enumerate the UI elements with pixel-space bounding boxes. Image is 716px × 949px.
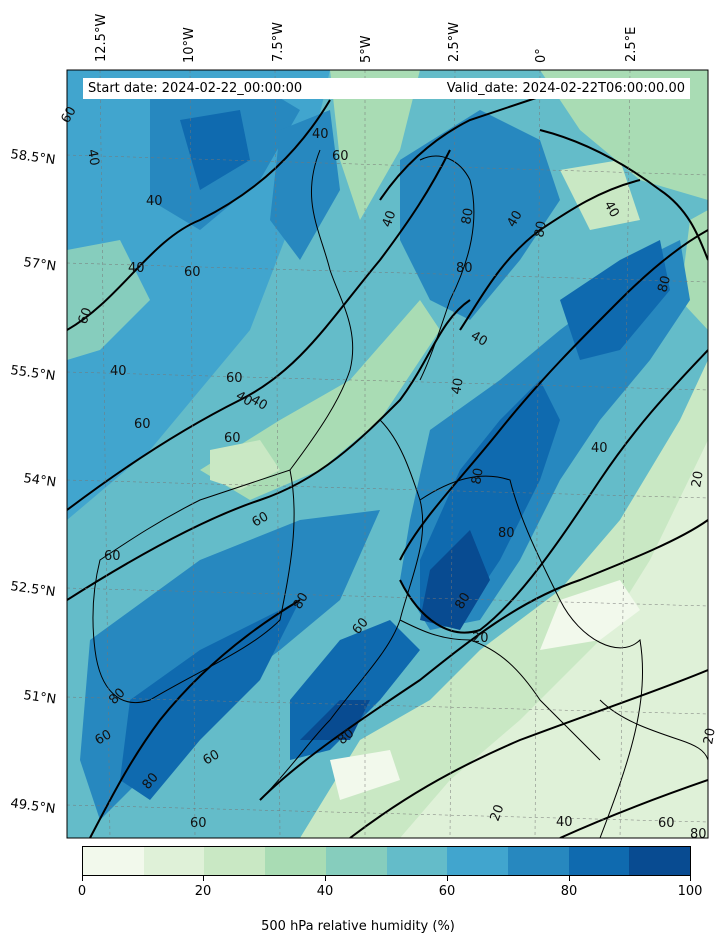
date-header: Start date: 2024-02-22_00:00:00 Valid_da…	[83, 78, 690, 99]
lon-labels: 12.5°W 10°W 7.5°W 5°W 2.5°W 0° 2.5°E	[94, 14, 639, 63]
contour-label: 60	[134, 417, 151, 432]
lat-label: 54°N	[22, 471, 57, 490]
contour-label: 60	[658, 816, 675, 831]
lon-label: 12.5°W	[94, 14, 109, 62]
lat-label: 55.5°N	[9, 363, 56, 384]
colorbar-bin	[265, 847, 326, 875]
contour-label: 60	[250, 509, 272, 530]
lon-label: 7.5°W	[271, 22, 286, 62]
contour-label: 40	[556, 815, 573, 830]
contour-label: 60	[58, 104, 79, 126]
lat-label: 52.5°N	[9, 579, 56, 600]
contour-label: 80	[498, 526, 515, 541]
colorbar-title: 500 hPa relative humidity (%)	[261, 919, 455, 934]
colorbar-bin	[386, 847, 448, 875]
contour-label: 60	[226, 371, 243, 386]
contour-label: 60	[93, 727, 115, 748]
contour-label: 40	[110, 364, 127, 379]
contour-label: 60	[332, 149, 349, 164]
valid-date-text: Valid_date: 2024-02-22T06:00:00.00	[446, 81, 685, 96]
contour-label: 80	[290, 590, 311, 612]
contour-label: 60	[201, 747, 223, 768]
colorbar-tick	[569, 876, 570, 881]
colorbar-bin	[143, 847, 205, 875]
colorbar-tick-label: 80	[560, 884, 578, 899]
colorbar-bin	[325, 847, 387, 875]
lat-label: 51°N	[22, 688, 57, 707]
lon-label: 5°W	[359, 35, 374, 63]
contour-label: 40	[504, 208, 525, 230]
contour-label: 40	[468, 328, 490, 349]
start-date-text: Start date: 2024-02-22_00:00:00	[88, 81, 303, 96]
contour-label: 80	[690, 827, 707, 842]
colorbar-bin	[447, 847, 508, 875]
colorbar-tick-label: 20	[194, 884, 212, 899]
lat-label: 58.5°N	[9, 147, 56, 168]
contour-label: 80	[655, 274, 674, 294]
contour-label: 60	[190, 816, 207, 831]
colorbar-tick	[203, 876, 204, 881]
contour-label: 80	[456, 261, 473, 276]
colorbar-bin	[507, 847, 569, 875]
graticule	[67, 70, 708, 838]
contour-label: 80	[469, 467, 487, 486]
lat-labels: 58.5°N 57°N 55.5°N 54°N 52.5°N 51°N 49.5…	[9, 147, 57, 817]
contour-label: 80	[452, 590, 473, 612]
lon-label: 10°W	[182, 27, 197, 63]
colorbar-tick-label: 100	[677, 884, 703, 899]
contour-label: 40	[380, 209, 400, 230]
colorbar-tick	[690, 876, 691, 881]
coastlines	[92, 149, 708, 838]
colorbar-bin	[629, 847, 691, 875]
map-frame	[66, 69, 709, 839]
lon-label: 0°	[534, 48, 549, 63]
lon-label: 2.5°E	[624, 27, 639, 62]
colorbar-tick	[447, 876, 448, 881]
contour-label: 40	[449, 377, 467, 396]
colorbar-tick-label: 40	[316, 884, 334, 899]
contour-label: 60	[104, 549, 121, 564]
lat-label: 57°N	[22, 255, 57, 274]
contour-label: 60	[76, 306, 96, 327]
contour-lines	[67, 89, 708, 838]
colorbar-bin	[83, 847, 144, 875]
contour-label: 40	[128, 261, 145, 276]
colorbar-bin	[204, 847, 266, 875]
contour-label: 40	[146, 194, 163, 209]
lat-label: 49.5°N	[9, 796, 56, 817]
contour-label: 20	[689, 470, 707, 489]
colorbar-tick	[325, 876, 326, 881]
contour-label: 40	[233, 388, 255, 409]
contour-label: 40	[248, 392, 270, 413]
lon-label: 2.5°W	[447, 22, 462, 62]
colorbar	[82, 846, 691, 876]
humidity-field	[67, 70, 708, 838]
contour-label: 60	[224, 431, 241, 446]
contour-label: 40	[591, 441, 608, 456]
colorbar-tick-label: 60	[438, 884, 456, 899]
contour-label: 20	[488, 803, 508, 824]
contour-label: 20	[701, 727, 716, 746]
contour-label: 80	[459, 207, 477, 226]
contour-label: 40	[84, 148, 102, 167]
contour-label: 60	[184, 265, 201, 280]
colorbar-bin	[568, 847, 630, 875]
contour-label: 40	[312, 127, 329, 142]
contour-label: 40	[601, 199, 622, 221]
contour-label: 80	[532, 220, 550, 239]
colorbar-tick-label: 0	[77, 884, 87, 899]
colorbar-tick	[82, 876, 83, 881]
contour-label: 20	[472, 631, 489, 646]
